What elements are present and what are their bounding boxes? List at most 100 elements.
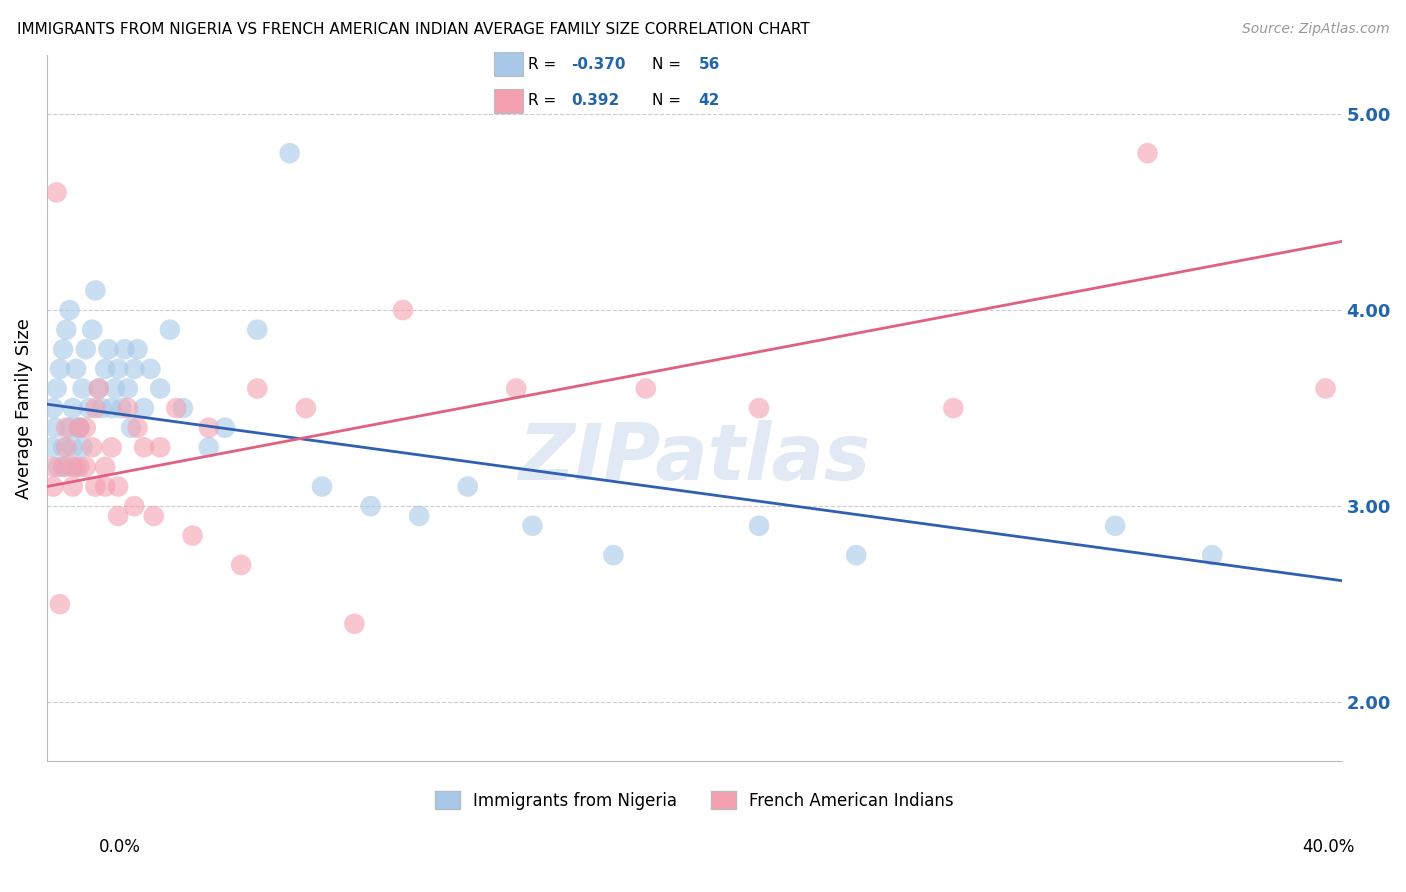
Point bbox=[142, 508, 165, 523]
Point bbox=[159, 323, 181, 337]
Point bbox=[42, 401, 65, 416]
Point bbox=[67, 421, 90, 435]
Text: Source: ZipAtlas.com: Source: ZipAtlas.com bbox=[1241, 22, 1389, 37]
Point bbox=[117, 382, 139, 396]
Point bbox=[295, 401, 318, 416]
Point bbox=[132, 401, 155, 416]
Point bbox=[84, 479, 107, 493]
Point bbox=[1201, 548, 1223, 562]
Point bbox=[55, 421, 77, 435]
Point bbox=[45, 382, 67, 396]
Text: 56: 56 bbox=[699, 57, 720, 72]
Point bbox=[172, 401, 194, 416]
Point bbox=[42, 479, 65, 493]
Point bbox=[522, 518, 544, 533]
Point bbox=[748, 401, 770, 416]
Y-axis label: Average Family Size: Average Family Size bbox=[15, 318, 32, 499]
Point bbox=[46, 459, 69, 474]
Point bbox=[52, 440, 75, 454]
Text: 0.0%: 0.0% bbox=[98, 838, 141, 855]
Text: N =: N = bbox=[652, 57, 686, 72]
Point bbox=[75, 459, 97, 474]
Point bbox=[65, 459, 87, 474]
Point bbox=[246, 382, 269, 396]
Point bbox=[58, 421, 80, 435]
Point bbox=[55, 440, 77, 454]
Text: 42: 42 bbox=[699, 93, 720, 108]
Point bbox=[67, 421, 90, 435]
Point bbox=[62, 459, 84, 474]
Point bbox=[82, 323, 104, 337]
Point bbox=[127, 343, 149, 357]
Point bbox=[65, 362, 87, 376]
Text: -0.370: -0.370 bbox=[571, 57, 626, 72]
Point bbox=[107, 479, 129, 493]
Point bbox=[94, 459, 117, 474]
Point bbox=[52, 459, 75, 474]
Point bbox=[942, 401, 965, 416]
Text: IMMIGRANTS FROM NIGERIA VS FRENCH AMERICAN INDIAN AVERAGE FAMILY SIZE CORRELATIO: IMMIGRANTS FROM NIGERIA VS FRENCH AMERIC… bbox=[17, 22, 810, 37]
Legend: Immigrants from Nigeria, French American Indians: Immigrants from Nigeria, French American… bbox=[429, 785, 960, 816]
Point bbox=[457, 479, 479, 493]
Point bbox=[127, 421, 149, 435]
Point bbox=[124, 499, 146, 513]
Point bbox=[94, 362, 117, 376]
Point bbox=[392, 303, 415, 318]
Point bbox=[49, 362, 72, 376]
Point bbox=[107, 508, 129, 523]
Point bbox=[124, 362, 146, 376]
Point bbox=[246, 323, 269, 337]
Point bbox=[110, 401, 132, 416]
Point bbox=[360, 499, 382, 513]
Point bbox=[107, 362, 129, 376]
Point bbox=[634, 382, 657, 396]
Point bbox=[90, 401, 112, 416]
Point bbox=[311, 479, 333, 493]
Point bbox=[117, 401, 139, 416]
Point bbox=[87, 382, 110, 396]
Point bbox=[75, 343, 97, 357]
Point bbox=[132, 440, 155, 454]
Text: ZIPatlas: ZIPatlas bbox=[519, 419, 870, 496]
Point bbox=[845, 548, 868, 562]
Point bbox=[45, 186, 67, 200]
Point bbox=[42, 459, 65, 474]
Text: R =: R = bbox=[529, 93, 567, 108]
Point bbox=[67, 421, 90, 435]
Text: 40.0%: 40.0% bbox=[1302, 838, 1355, 855]
Point bbox=[58, 303, 80, 318]
Point bbox=[72, 382, 94, 396]
Point bbox=[97, 343, 120, 357]
Point bbox=[100, 401, 122, 416]
Point bbox=[87, 382, 110, 396]
Point bbox=[100, 440, 122, 454]
Point bbox=[1315, 382, 1337, 396]
Text: N =: N = bbox=[652, 93, 686, 108]
Point bbox=[72, 440, 94, 454]
Point bbox=[104, 382, 127, 396]
Point bbox=[197, 421, 219, 435]
Point bbox=[197, 440, 219, 454]
Point bbox=[505, 382, 527, 396]
Point bbox=[1136, 146, 1159, 161]
Point bbox=[139, 362, 162, 376]
Point bbox=[62, 479, 84, 493]
Point bbox=[84, 401, 107, 416]
Point bbox=[52, 343, 75, 357]
Bar bbox=[494, 88, 523, 112]
Point bbox=[67, 459, 90, 474]
Point bbox=[278, 146, 301, 161]
Text: R =: R = bbox=[529, 57, 561, 72]
Point bbox=[1104, 518, 1126, 533]
Point bbox=[55, 323, 77, 337]
Point bbox=[62, 440, 84, 454]
Point bbox=[343, 616, 366, 631]
Point bbox=[41, 440, 63, 454]
Point bbox=[94, 479, 117, 493]
Point bbox=[181, 528, 204, 542]
Bar bbox=[494, 52, 523, 77]
Point bbox=[77, 401, 100, 416]
Point bbox=[120, 421, 142, 435]
Point bbox=[149, 440, 172, 454]
Point bbox=[114, 343, 136, 357]
